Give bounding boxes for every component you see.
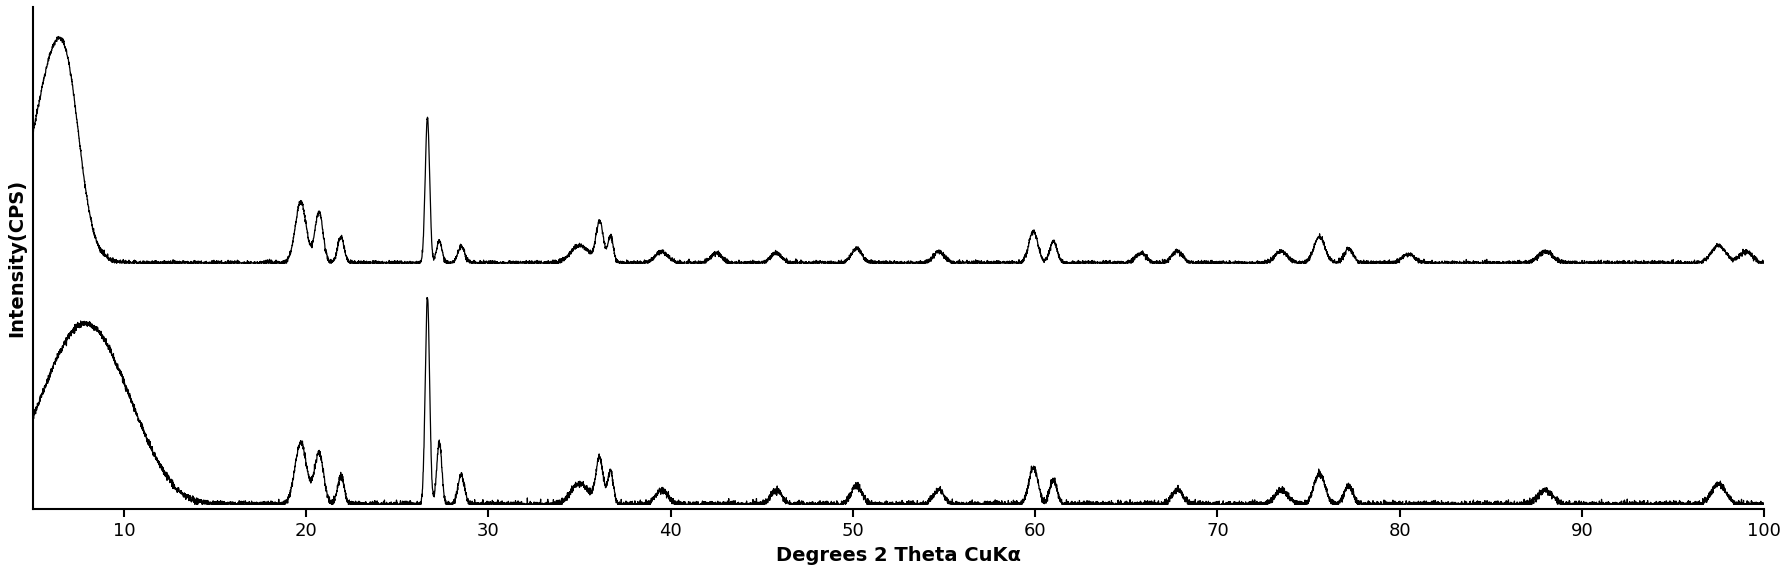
X-axis label: Degrees 2 Theta CuKα: Degrees 2 Theta CuKα bbox=[776, 546, 1021, 565]
Y-axis label: Intensity(CPS): Intensity(CPS) bbox=[7, 179, 27, 337]
